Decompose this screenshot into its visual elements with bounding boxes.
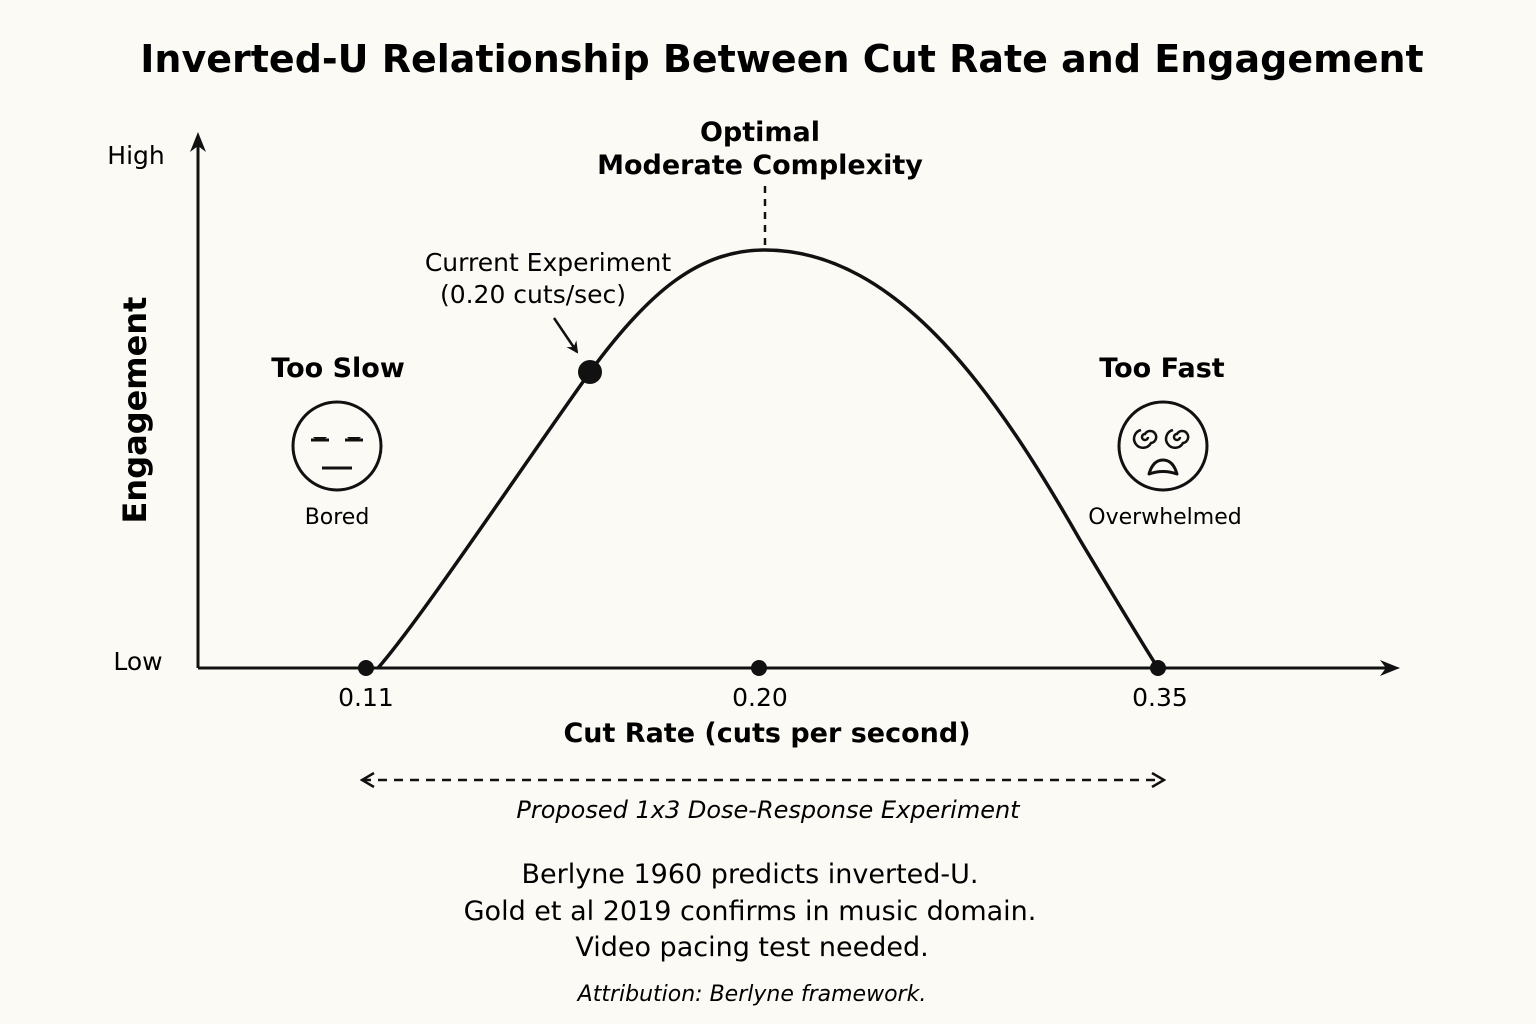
y-axis-arrow-icon <box>190 132 206 152</box>
current-experiment-arrow <box>552 317 579 354</box>
y-axis-title: Engagement <box>116 297 154 524</box>
diagram-title: Inverted-U Relationship Between Cut Rate… <box>140 37 1423 81</box>
note-line-3: Video pacing test needed. <box>575 932 928 963</box>
too-fast-heading: Too Fast <box>1099 353 1224 384</box>
too-slow-heading: Too Slow <box>271 353 405 384</box>
x-tick-label-high: 0.35 <box>1132 683 1188 712</box>
peak-label-line1: Optimal <box>700 117 820 148</box>
current-experiment-label-line1: Current Experiment <box>425 248 671 277</box>
y-axis-low-label: Low <box>113 647 162 676</box>
x-tick-point-mid <box>751 660 767 676</box>
x-axis-title: Cut Rate (cuts per second) <box>563 718 970 749</box>
peak-label-line2: Moderate Complexity <box>597 150 923 181</box>
note-line-1: Berlyne 1960 predicts inverted-U. <box>521 859 978 890</box>
x-tick-point-high <box>1150 660 1166 676</box>
y-axis-high-label: High <box>107 141 164 170</box>
dizzy-face-icon <box>1117 400 1209 492</box>
note-line-2: Gold et al 2019 confirms in music domain… <box>464 896 1037 927</box>
current-experiment-point <box>578 360 602 384</box>
current-experiment-label-line2: (0.20 cuts/sec) <box>440 280 626 309</box>
experiment-range-label: Proposed 1x3 Dose-Response Experiment <box>516 796 1021 824</box>
x-tick-point-low <box>358 660 374 676</box>
x-tick-label-mid: 0.20 <box>732 683 788 712</box>
attribution: Attribution: Berlyne framework. <box>576 982 927 1007</box>
x-axis-arrow-icon <box>1380 660 1400 676</box>
bored-caption: Bored <box>305 505 370 530</box>
overwhelmed-caption: Overwhelmed <box>1088 505 1241 530</box>
engagement-curve <box>376 248 1160 670</box>
bored-face-icon <box>291 400 383 492</box>
x-tick-label-low: 0.11 <box>338 683 394 712</box>
